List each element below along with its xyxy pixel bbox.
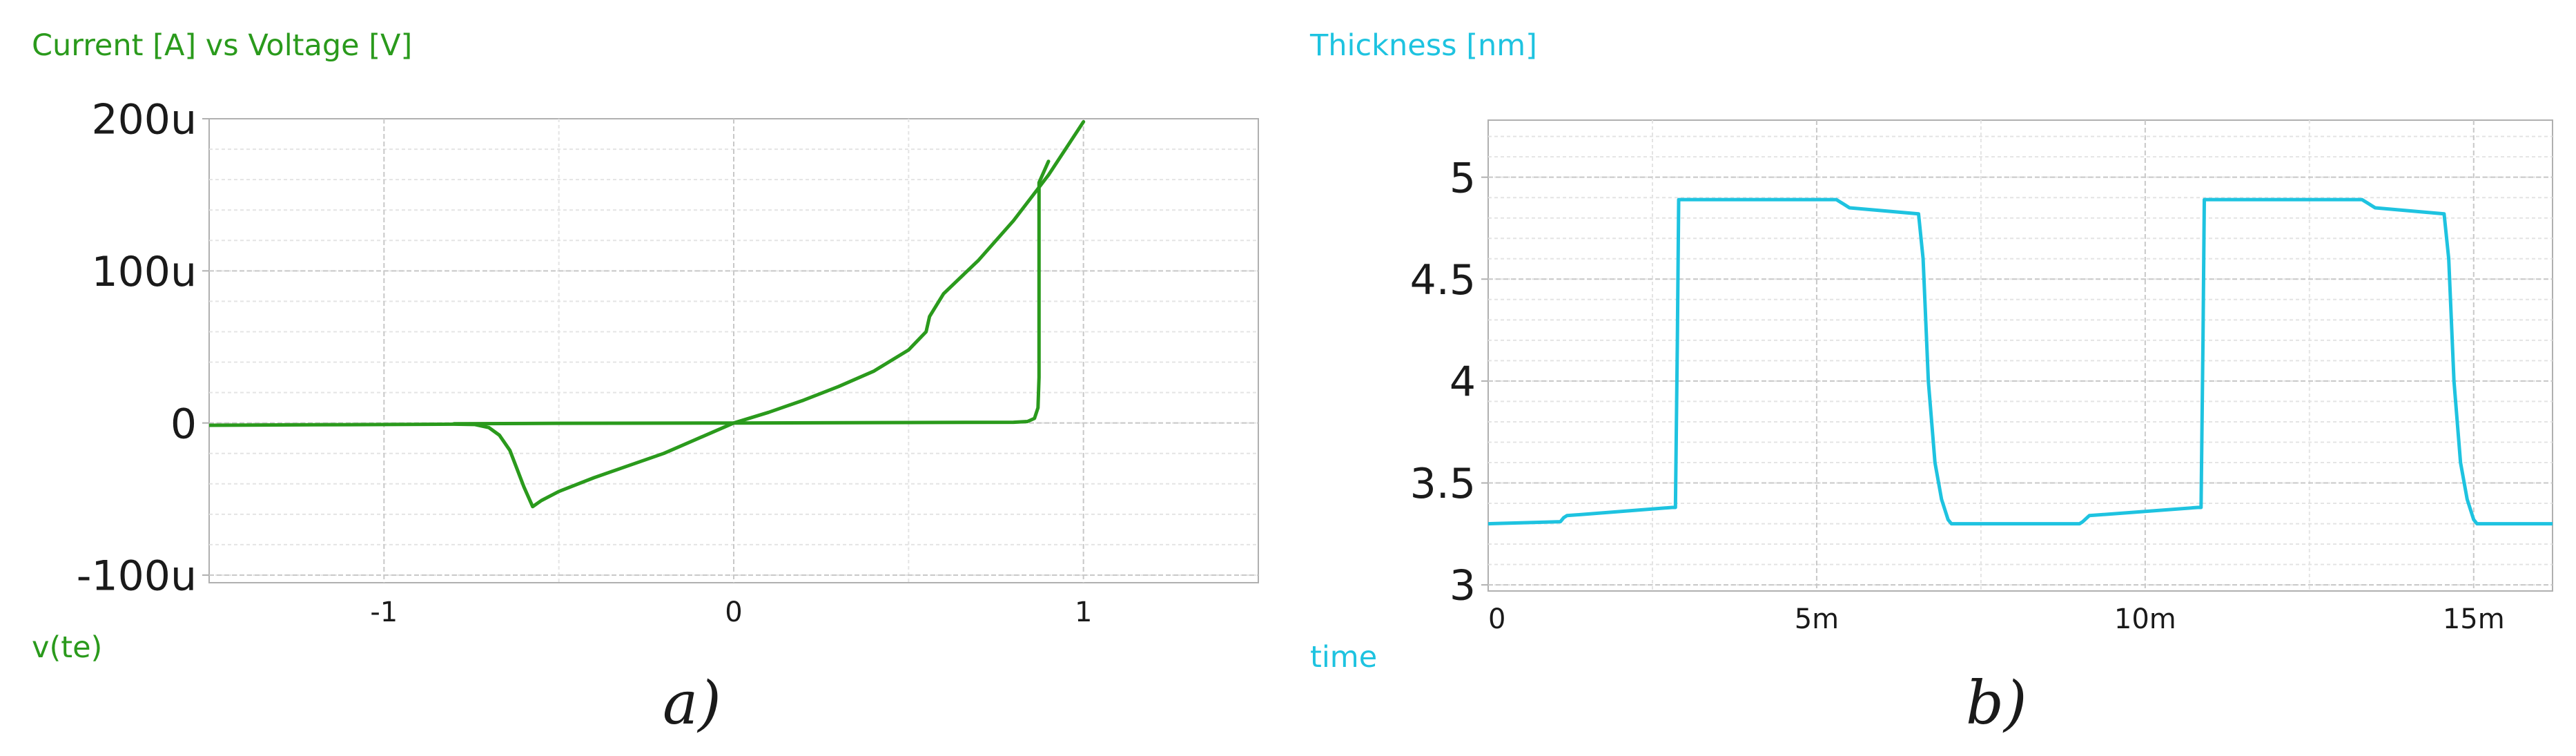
thickness-chart-xlabel: time: [1310, 640, 1377, 675]
thickness-plot-frame: [1487, 119, 2553, 592]
iv-chart-caption: a): [663, 669, 721, 738]
y-tick-label: 4: [1450, 358, 1476, 407]
y-tick-label: 0: [170, 400, 197, 448]
y-tick-label: 3: [1450, 562, 1476, 610]
iv-series: [209, 119, 1086, 509]
x-tick-label: 1: [1075, 597, 1092, 628]
iv-chart-xlabel: v(te): [32, 630, 102, 665]
x-tick-label: -1: [370, 597, 398, 628]
thickness-chart-title: Thickness [nm]: [1309, 28, 1537, 63]
y-tick-label: -100u: [77, 552, 197, 601]
x-tick-label: 0: [725, 597, 742, 628]
y-tick-label: 4.5: [1410, 256, 1476, 304]
y-tick-label: 100u: [91, 248, 197, 296]
iv-curve-line-0: [209, 119, 1086, 509]
x-tick-label: 10m: [2114, 603, 2176, 635]
thickness-tick-labels: 3 3.5 4 4.5 5 0 5m 10m 15m: [1410, 154, 2505, 635]
thickness-series: [1488, 197, 2553, 526]
y-tick-label: 200u: [91, 96, 197, 144]
thickness-minor-grid: [1488, 120, 2553, 591]
x-tick-label: 5m: [1795, 603, 1839, 635]
y-tick-label: 5: [1450, 154, 1476, 202]
x-tick-label: 0: [1488, 603, 1505, 635]
thickness-major-grid: [1481, 120, 2553, 591]
iv-chart-title: Current [A] vs Voltage [V]: [32, 28, 412, 63]
thickness-chart-caption: b): [1966, 669, 2027, 738]
y-tick-label: 3.5: [1410, 460, 1476, 508]
iv-chart: Current [A] vs Voltage [V] -100u 0 100u 200…: [32, 28, 1259, 738]
iv-tick-labels: -100u 0 100u 200u -1 0 1: [77, 96, 1093, 628]
iv-major-grid: [202, 118, 1258, 583]
x-tick-label: 15m: [2443, 603, 2505, 635]
thickness-chart: Thickness [nm] 3 3.5 4 4.5 5 0 5m 10m 15m time b…: [1309, 28, 2553, 738]
thickness-line-0: [1488, 197, 2553, 526]
iv-curve-line-1: [452, 159, 1051, 426]
